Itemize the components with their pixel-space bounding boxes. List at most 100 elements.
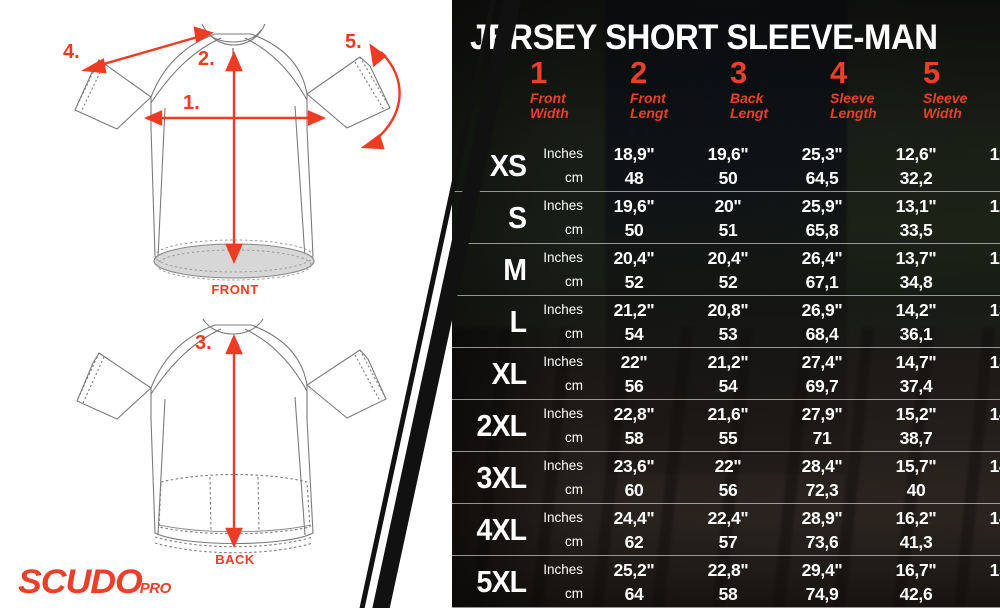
cell-2xl-col1: 22,8" 58 [587, 402, 681, 450]
table-row: XL Inches cm 22" 56 21,2" 54 27,4" 69,7 14,7" 37,4… [452, 348, 1000, 400]
value-inches: 12,6" [895, 143, 937, 164]
value-cm: 35 [963, 374, 1000, 398]
unit-cm: cm [565, 221, 583, 237]
cell-xl-col4: 14,7" 37,4 [869, 350, 963, 398]
cell-4xl-col1: 24,4" 62 [587, 506, 681, 554]
value-cm: 52 [624, 271, 644, 292]
value-inches: 19,6" [613, 195, 655, 216]
value-inches: 20,4" [707, 247, 749, 268]
unit-cm: cm [565, 533, 583, 549]
cell-xs-col5: 12,2" 31 [963, 142, 1000, 190]
value-inches: 29,4" [801, 559, 843, 580]
value-inches: 20,4" [613, 247, 655, 268]
value-inches: 22,4" [707, 507, 749, 528]
unit-cm: cm [565, 429, 583, 445]
table-row: 5XL Inches cm 25,2" 64 22,8" 58 29,4" 74,9 16,7" 4… [452, 556, 1000, 608]
unit-inches: Inches [543, 457, 583, 473]
size-table-panel: JERSEY SHORT SLEEVE-MAN 1 Front Width 2 Fro… [452, 0, 1000, 608]
column-header-2: 2 Front Lengt [630, 55, 730, 136]
value-cm: 58 [718, 583, 738, 604]
value-inches: 25,2" [613, 559, 655, 580]
cell-xl-col1: 22" 56 [587, 350, 681, 398]
column-label: Sleeve Width [923, 90, 968, 121]
size-label-2xl: 2XL [476, 407, 527, 443]
unit-labels: Inches cm [527, 402, 583, 450]
table-row: S Inches cm 19,6" 50 20" 51 25,9" 65,8 13,1" 33,5 1… [452, 192, 1000, 244]
value-cm: 54 [624, 323, 644, 344]
unit-cm: cm [565, 325, 583, 341]
column-label: Back Lengt [730, 90, 769, 121]
jersey-back-diagram: 3. [55, 305, 415, 560]
cell-2xl-col4: 15,2" 38,7 [869, 402, 963, 450]
cell-l-col4: 14,2" 36,1 [869, 298, 963, 346]
unit-labels: Inches cm [527, 246, 583, 294]
column-number: 2 [630, 55, 648, 90]
value-cm: 60 [624, 479, 644, 500]
table-row: 2XL Inches cm 22,8" 58 21,6" 55 27,9" 71 15,2" 38,… [452, 400, 1000, 452]
column-number: 3 [730, 55, 748, 90]
column-header-4: 4 Sleeve Length [830, 55, 923, 136]
svg-text:3.: 3. [195, 332, 212, 354]
cell-xs-col1: 18,9" 48 [587, 142, 681, 190]
value-cm: 34,8 [899, 271, 933, 292]
value-cm: 33 [963, 270, 1000, 294]
table-row: XS Inches cm 18,9" 48 19,6" 50 25,3" 64,5 12,6" 32… [452, 140, 1000, 192]
value-cm: 72,3 [805, 479, 839, 500]
value-cm: 41,3 [899, 531, 933, 552]
value-inches: 27,9" [801, 403, 843, 424]
value-inches: 12,9" [989, 247, 1000, 268]
size-label-5xl: 5XL [476, 563, 527, 599]
value-inches: 16,2" [895, 507, 937, 528]
value-cells: 20,4" 52 20,4" 52 26,4" 67,1 13,7" 34,8 12,9" 33 [583, 246, 1000, 294]
cell-l-col5: 13,3" 34 [963, 298, 1000, 346]
value-cm: 42,6 [899, 583, 933, 604]
cell-3xl-col5: 14,5" 37 [963, 454, 1000, 502]
cell-5xl-col4: 16,7" 42,6 [869, 558, 963, 606]
value-inches: 22" [620, 351, 648, 372]
jersey-front-diagram: 4. 1. 2. 5. [55, 8, 415, 308]
svg-text:2.: 2. [198, 48, 215, 70]
scudo-pro-logo: SCUDO PRO [18, 563, 171, 602]
unit-inches: Inches [543, 145, 583, 161]
value-cm: 65,8 [805, 219, 839, 240]
column-header-1: 1 Front Width [530, 57, 630, 136]
unit-labels: Inches cm [527, 350, 583, 398]
value-inches: 26,9" [801, 299, 843, 320]
unit-inches: Inches [543, 197, 583, 213]
cell-l-col2: 20,8" 53 [681, 298, 775, 346]
value-cm: 31 [963, 166, 1000, 190]
column-number: 4 [830, 55, 848, 90]
diagram-panel: 4. 1. 2. 5. FRONT [0, 0, 470, 608]
cell-4xl-col5: 14,9" 38 [963, 506, 1000, 554]
unit-cm: cm [565, 585, 583, 601]
value-cm: 36 [963, 426, 1000, 450]
cell-2xl-col3: 27,9" 71 [775, 402, 869, 450]
value-inches: 26,4" [801, 247, 843, 268]
unit-labels: Inches cm [527, 506, 583, 554]
unit-cm: cm [565, 273, 583, 289]
value-cm: 38,7 [899, 427, 933, 448]
value-cells: 21,2" 54 20,8" 53 26,9" 68,4 14,2" 36,1 13,3" 34 [583, 298, 1000, 346]
value-cm: 50 [624, 219, 644, 240]
unit-labels: Inches cm [527, 142, 583, 190]
svg-text:5.: 5. [345, 31, 362, 53]
cell-4xl-col2: 22,4" 57 [681, 506, 775, 554]
value-cm: 71 [812, 427, 832, 448]
cell-5xl-col2: 22,8" 58 [681, 558, 775, 606]
value-inches: 22,8" [613, 403, 655, 424]
size-label-s: S [507, 199, 527, 235]
cell-s-col5: 12,5" 32 [963, 194, 1000, 242]
table-row: L Inches cm 21,2" 54 20,8" 53 26,9" 68,4 14,2" 36,… [452, 296, 1000, 348]
cell-l-col1: 21,2" 54 [587, 298, 681, 346]
cell-2xl-col5: 14,1" 36 [963, 402, 1000, 450]
value-inches: 21,2" [707, 351, 749, 372]
cell-m-col1: 20,4" 52 [587, 246, 681, 294]
value-cells: 25,2" 64 22,8" 58 29,4" 74,9 16,7" 42,6 15,3" 39 [583, 558, 1000, 606]
value-cm: 37,4 [899, 375, 933, 396]
size-label-m: M [503, 251, 527, 287]
table-row: 4XL Inches cm 24,4" 62 22,4" 57 28,9" 73,6 16,2" 4… [452, 504, 1000, 556]
value-cm: 68,4 [805, 323, 839, 344]
column-label: Sleeve Length [830, 90, 877, 121]
value-cm: 32 [963, 218, 1000, 242]
